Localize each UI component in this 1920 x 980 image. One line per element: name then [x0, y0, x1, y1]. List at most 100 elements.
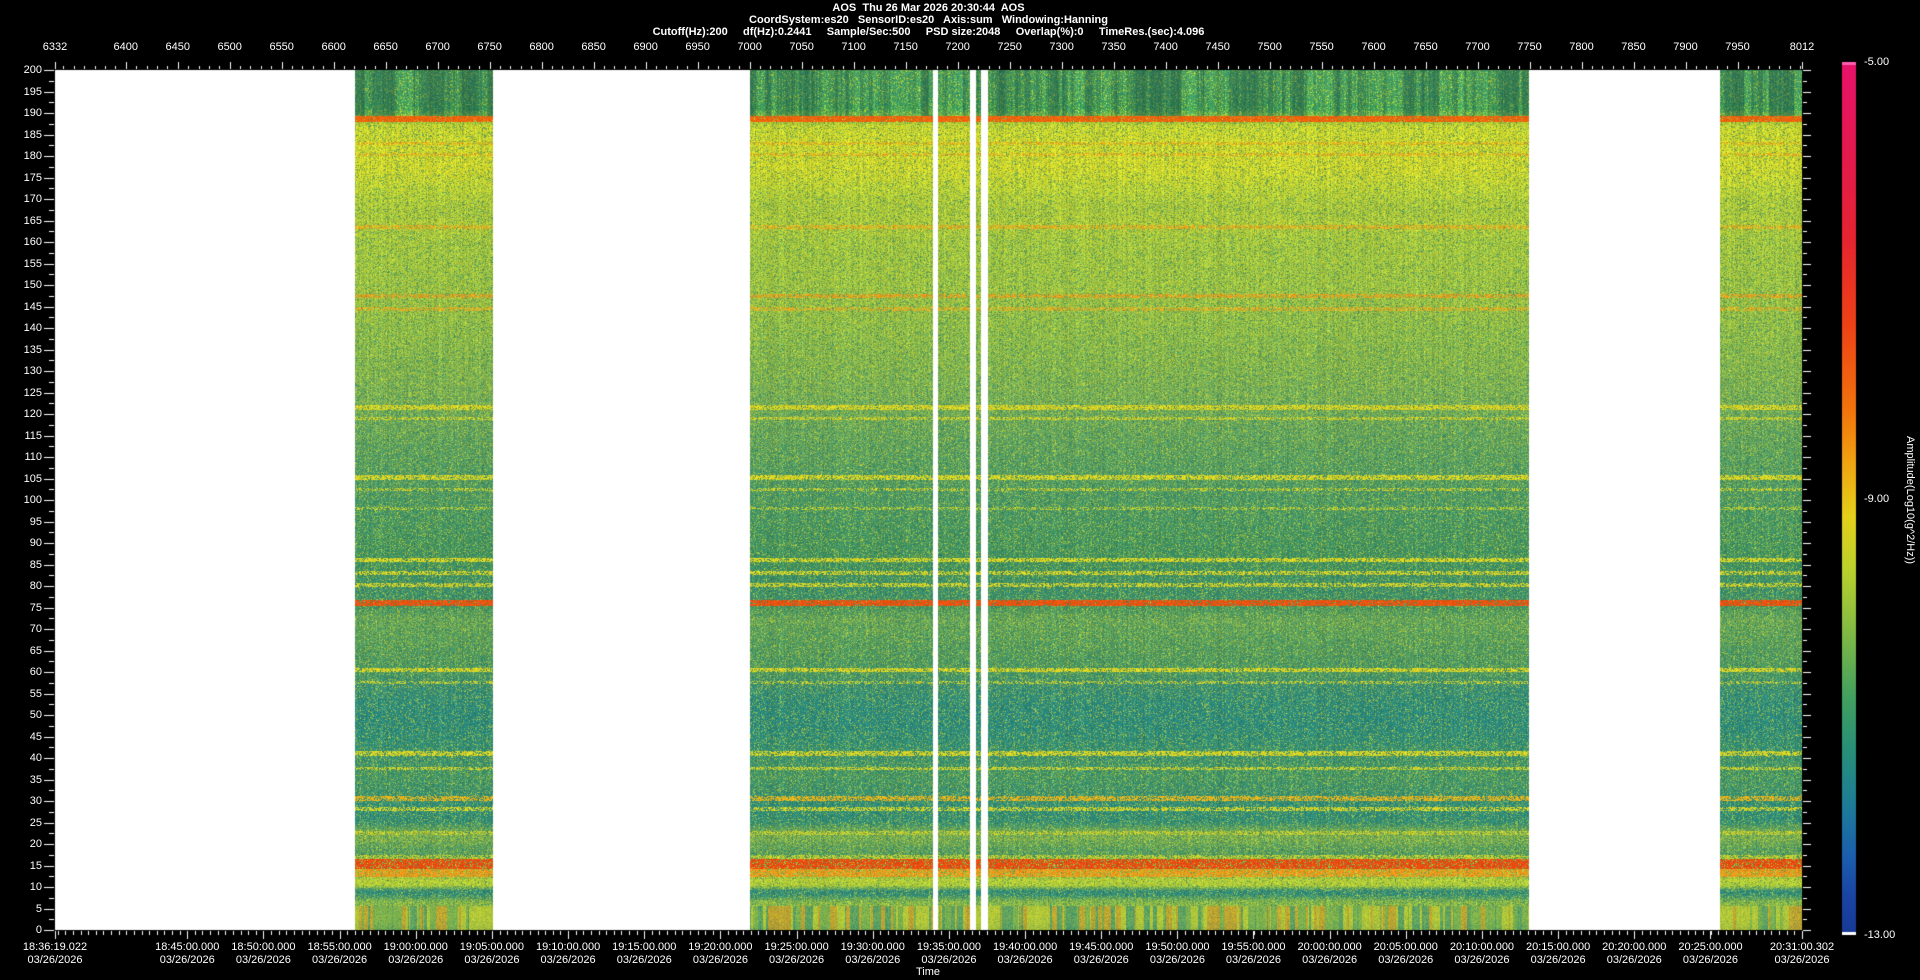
- time-tick-label: 19:15:00.000 03/26/2026: [612, 941, 676, 966]
- time-value: 20:00:00.000: [1297, 941, 1362, 953]
- record-tick-label: 7250: [997, 41, 1022, 53]
- date-value: 03/26/2026: [1454, 954, 1510, 966]
- frequency-tick-label: 175: [23, 171, 42, 184]
- time-tick-label: 19:05:00.000 03/26/2026: [460, 941, 524, 966]
- time-tick-label: 20:25:00.000 03/26/2026: [1678, 941, 1742, 966]
- frequency-tick-label: 25: [29, 816, 42, 829]
- time-tick-label: 20:05:00.000 03/26/2026: [1374, 941, 1438, 966]
- time-tick-label: 19:45:00.000 03/26/2026: [1069, 941, 1133, 966]
- time-value: 19:10:00.000: [535, 941, 601, 953]
- date-value: 03/26/2026: [1530, 954, 1586, 966]
- frequency-tick-label: 125: [23, 386, 42, 399]
- frequency-tick-label: 185: [23, 128, 42, 141]
- time-value: 19:55:00.000: [1221, 941, 1286, 953]
- frequency-tick-label: 155: [23, 257, 42, 270]
- time-value: 18:45:00.000: [155, 941, 220, 953]
- time-tick-label: 20:10:00.000 03/26/2026: [1450, 941, 1514, 966]
- time-tick-label: 19:40:00.000 03/26/2026: [993, 941, 1057, 966]
- time-value: 18:55:00.000: [307, 941, 372, 953]
- time-value: 19:20:00.000: [688, 941, 753, 953]
- record-tick-label: 7050: [789, 41, 814, 53]
- time-tick-label: 19:50:00.000 03/26/2026: [1145, 941, 1209, 966]
- record-tick-label: 7000: [737, 41, 762, 53]
- record-tick-label: 7850: [1621, 41, 1646, 53]
- time-tick-label: 19:25:00.000 03/26/2026: [764, 941, 828, 966]
- record-tick-label: 7350: [1101, 41, 1126, 53]
- time-value: 20:25:00.000: [1678, 941, 1743, 953]
- frequency-tick-label: 15: [29, 859, 42, 872]
- time-tick-label: 19:35:00.000 03/26/2026: [917, 941, 981, 966]
- time-tick-label: 18:45:00.000 03/26/2026: [155, 941, 219, 966]
- frequency-tick-label: 0: [35, 924, 42, 936]
- frequency-tick-label: 30: [29, 795, 42, 807]
- record-tick-label: 6750: [477, 41, 502, 53]
- frequency-tick-label: 100: [23, 494, 42, 506]
- record-tick-label: 7300: [1049, 41, 1074, 53]
- frequency-tick-label: 5: [35, 902, 42, 915]
- frequency-tick-label: 130: [23, 365, 42, 377]
- frequency-tick-label: 160: [23, 236, 42, 248]
- time-value: 19:15:00.000: [612, 941, 677, 953]
- time-value: 20:10:00.000: [1449, 941, 1515, 953]
- record-tick-label: 7650: [1413, 41, 1438, 53]
- date-value: 03/26/2026: [616, 954, 672, 966]
- frequency-tick-label: 45: [29, 730, 42, 743]
- date-value: 03/26/2026: [1682, 954, 1738, 966]
- record-tick-label: 7950: [1725, 41, 1750, 53]
- record-tick-label: 7750: [1517, 41, 1542, 53]
- record-tick-label: 7700: [1465, 41, 1490, 53]
- record-tick-label: 6650: [373, 41, 398, 53]
- date-value: 03/26/2026: [235, 954, 291, 966]
- time-axis-title: Time: [915, 966, 941, 978]
- frequency-tick-label: 40: [29, 752, 42, 764]
- frequency-tick-label: 200: [23, 64, 42, 76]
- time-value: 20:20:00.000: [1602, 941, 1667, 953]
- date-value: 03/26/2026: [540, 954, 596, 966]
- record-tick-label: 7550: [1309, 41, 1334, 53]
- record-tick-label: 6450: [165, 41, 190, 53]
- record-tick-label: 7900: [1673, 41, 1698, 53]
- date-value: 03/26/2026: [769, 954, 825, 966]
- frequency-tick-label: 35: [29, 773, 42, 786]
- record-tick-label: 6400: [113, 41, 138, 53]
- frequency-tick-label: 165: [23, 214, 42, 227]
- date-value: 03/26/2026: [388, 954, 444, 966]
- time-tick-label: 19:10:00.000 03/26/2026: [536, 941, 600, 966]
- frequency-tick-label: 50: [29, 709, 42, 721]
- time-tick-label: 19:20:00.000 03/26/2026: [688, 941, 752, 966]
- frequency-tick-label: 105: [23, 472, 42, 485]
- date-value: 03/26/2026: [1378, 954, 1434, 966]
- frequency-tick-label: 95: [29, 515, 42, 528]
- record-tick-label: 7450: [1205, 41, 1230, 53]
- colorbar-title: Amplitude(Log10(g^2/Hz)): [1904, 435, 1916, 565]
- frequency-tick-label: 140: [23, 322, 42, 334]
- record-tick-label: 7800: [1569, 41, 1594, 53]
- time-tick-label: 19:00:00.000 03/26/2026: [384, 941, 448, 966]
- frequency-tick-label: 75: [29, 601, 42, 614]
- record-tick-label: 6600: [321, 41, 346, 53]
- record-tick-label: 7150: [893, 41, 918, 53]
- time-tick-label: 20:31:00.302 03/26/2026: [1770, 941, 1834, 966]
- time-value: 19:50:00.000: [1145, 941, 1210, 953]
- frequency-tick-label: 190: [23, 107, 42, 119]
- frequency-tick-label: 180: [23, 150, 42, 162]
- date-value: 03/26/2026: [845, 954, 901, 966]
- date-value: 03/26/2026: [692, 954, 748, 966]
- time-value: 20:15:00.000: [1525, 941, 1591, 953]
- time-tick-label: 19:30:00.000 03/26/2026: [841, 941, 905, 966]
- time-value: 19:30:00.000: [840, 941, 905, 953]
- record-tick-label: 6800: [529, 41, 554, 53]
- record-tick-label: 6700: [425, 41, 450, 53]
- time-value: 19:40:00.000: [992, 941, 1058, 953]
- frequency-tick-label: 80: [29, 580, 42, 592]
- date-value: 03/26/2026: [1073, 954, 1129, 966]
- time-tick-label: 18:36:19.022 03/26/2026: [23, 941, 87, 966]
- colorbar-tick-label: -5.00: [1864, 56, 1890, 68]
- record-tick-label: 6850: [581, 41, 606, 53]
- frequency-tick-label: 135: [23, 343, 42, 356]
- date-value: 03/26/2026: [464, 954, 520, 966]
- frequency-tick-label: 150: [23, 279, 42, 291]
- date-value: 03/26/2026: [1149, 954, 1205, 966]
- time-value: 20:05:00.000: [1373, 941, 1438, 953]
